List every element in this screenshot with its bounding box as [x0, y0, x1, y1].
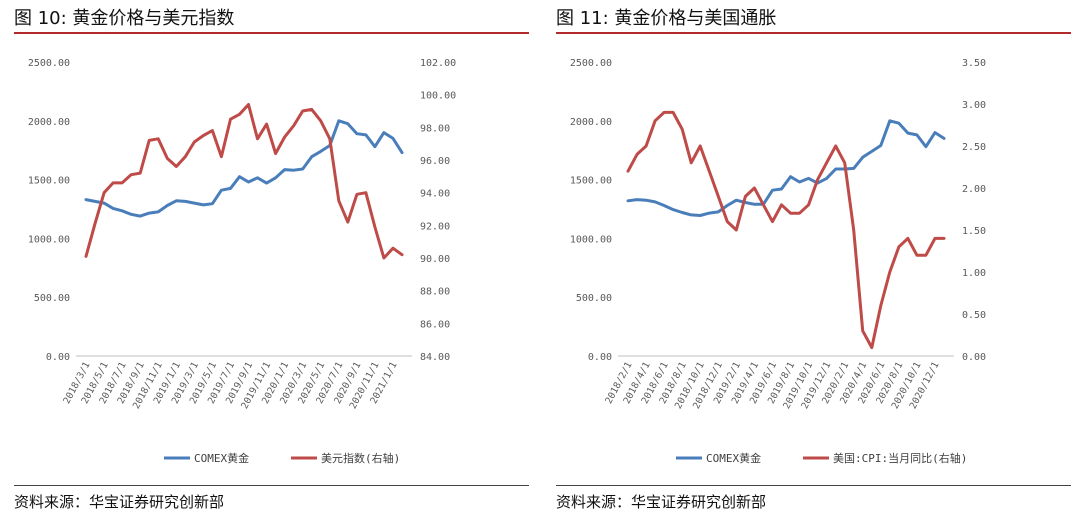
- source-label: 资料来源：: [556, 493, 632, 511]
- source-note: 资料来源：华宝证券研究创新部: [556, 491, 766, 512]
- y-right-tick-label: 2.50: [962, 142, 986, 153]
- y-left-tick-label: 2500.00: [570, 58, 612, 69]
- y-right-tick-label: 1.50: [962, 226, 986, 237]
- y-left-tick-label: 0.00: [46, 352, 70, 363]
- y-right-tick-label: 98.00: [420, 123, 450, 134]
- source-text: 华宝证券研究创新部: [89, 493, 225, 511]
- y-right-tick-label: 102.00: [420, 58, 456, 69]
- y-right-tick-label: 100.00: [420, 91, 456, 102]
- y-right-tick-label: 94.00: [420, 189, 450, 200]
- y-right-tick-label: 88.00: [420, 287, 450, 298]
- legend-label: 美国:CPI:当月同比(右轴): [833, 451, 967, 465]
- y-right-tick-label: 92.00: [420, 221, 450, 232]
- y-left-tick-label: 500.00: [576, 293, 612, 304]
- chart-gold-vs-us-cpi: 0.00 500.00 1000.00 1500.00 2000.00 2500.00 0.…: [570, 58, 986, 465]
- chart-gold-vs-dollar-index: 0.00 500.00 1000.00 1500.00 2000.00 2500.00 84…: [28, 58, 456, 465]
- legend-label: COMEX黄金: [194, 451, 249, 465]
- y-right-tick-label: 84.00: [420, 352, 450, 363]
- y-right-tick-label: 3.00: [962, 100, 986, 111]
- y-left-tick-label: 1000.00: [28, 234, 70, 245]
- y-left-tick-label: 1500.00: [28, 176, 70, 187]
- legend-label: 美元指数(右轴): [321, 451, 400, 465]
- series-line-0: [84, 119, 404, 218]
- y-left-tick-label: 0.00: [588, 352, 612, 363]
- y-left-tick-label: 2000.00: [570, 117, 612, 128]
- title-rule: [556, 32, 1071, 34]
- legend-label: COMEX黄金: [706, 451, 761, 465]
- source-label: 资料来源：: [14, 493, 90, 511]
- source-rule: [556, 485, 1071, 486]
- y-right-tick-label: 0.00: [962, 352, 986, 363]
- y-left-tick-label: 2000.00: [28, 117, 70, 128]
- y-left-tick-label: 500.00: [34, 293, 70, 304]
- source-text: 华宝证券研究创新部: [631, 493, 767, 511]
- y-right-tick-label: 0.50: [962, 310, 986, 321]
- y-right-tick-label: 3.50: [962, 58, 986, 69]
- series-line-1: [626, 110, 946, 350]
- y-right-tick-label: 90.00: [420, 254, 450, 265]
- y-right-tick-label: 86.00: [420, 319, 450, 330]
- source-rule: [14, 485, 529, 486]
- series-line-0: [626, 119, 946, 217]
- series-line-1: [84, 103, 404, 260]
- y-right-tick-label: 1.00: [962, 268, 986, 279]
- y-left-tick-label: 2500.00: [28, 58, 70, 69]
- y-right-tick-label: 2.00: [962, 184, 986, 195]
- y-left-tick-label: 1000.00: [570, 234, 612, 245]
- y-right-tick-label: 96.00: [420, 156, 450, 167]
- source-note: 资料来源：华宝证券研究创新部: [14, 491, 224, 512]
- chart-title: 图 11: 黄金价格与美国通胀: [556, 8, 777, 29]
- chart-panel-right: 图 11: 黄金价格与美国通胀 0.00 500.00 1000.00 1500.00…: [556, 0, 1076, 522]
- title-rule: [14, 32, 529, 34]
- chart-title: 图 10: 黄金价格与美元指数: [14, 8, 235, 29]
- y-left-tick-label: 1500.00: [570, 176, 612, 187]
- chart-panel-left: 图 10: 黄金价格与美元指数 0.00 500.00 1000.00 1500.00…: [14, 0, 534, 522]
